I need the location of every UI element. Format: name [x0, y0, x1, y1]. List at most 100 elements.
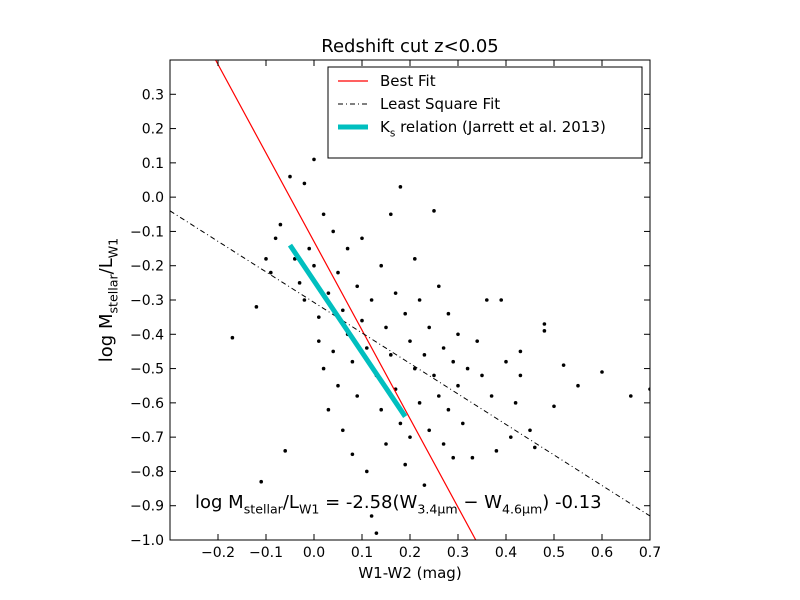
text-part: 4.6μm — [502, 501, 542, 516]
data-point — [437, 284, 441, 289]
text-part: K — [380, 118, 391, 136]
x-tick-label: 0.2 — [399, 545, 421, 561]
data-point — [331, 229, 336, 234]
data-point — [576, 383, 580, 388]
x-tick-label: −0.2 — [201, 545, 235, 561]
data-point — [389, 212, 393, 217]
data-point — [465, 366, 470, 371]
data-point — [326, 407, 331, 412]
y-tick-label: −1.0 — [130, 533, 164, 549]
data-point — [456, 332, 460, 337]
data-point — [379, 407, 384, 412]
text-part: log M — [96, 314, 117, 363]
data-point — [542, 329, 547, 333]
data-point — [446, 407, 451, 412]
text-part: = -2.58(W — [319, 492, 417, 513]
text-part: ) -0.13 — [542, 492, 601, 513]
text-part: − W — [458, 492, 503, 513]
x-tick-label: 0.5 — [543, 545, 565, 561]
data-point — [369, 514, 374, 518]
data-point — [499, 298, 504, 302]
data-point — [336, 383, 340, 388]
chart-title: Redshift cut z<0.05 — [321, 36, 498, 57]
data-point — [461, 421, 465, 426]
annotation: log Mstellar/LW1 = -2.58(W3.4μm − W4.6μm… — [195, 492, 602, 516]
legend: Best Fit Least Square Fit Ks relation (Jar… — [327, 66, 643, 159]
fit-line — [287, 243, 408, 418]
y-tick-label: −0.5 — [130, 362, 164, 378]
y-tick-label: −0.9 — [130, 499, 164, 515]
data-point — [384, 442, 388, 446]
data-point — [312, 263, 316, 268]
text-part: stellar — [105, 274, 120, 314]
data-point — [355, 284, 360, 289]
fit-line — [170, 210, 650, 517]
plot-marks — [170, 60, 650, 540]
data-point — [341, 428, 345, 433]
data-point — [451, 455, 456, 460]
data-point — [374, 531, 379, 535]
data-point — [288, 174, 292, 179]
data-point — [600, 370, 604, 374]
data-point — [336, 270, 340, 275]
data-point — [321, 366, 326, 371]
data-point — [417, 401, 422, 405]
data-point — [480, 373, 484, 378]
data-point — [398, 421, 403, 426]
x-tick-label: 0.3 — [447, 545, 469, 561]
data-point — [542, 322, 547, 326]
y-tick-label: −0.1 — [130, 224, 164, 240]
data-point — [365, 469, 369, 474]
data-point — [278, 222, 283, 227]
x-axis-label: W1-W2 (mag) — [358, 564, 461, 582]
data-point — [432, 209, 436, 213]
y-tick-label: −0.6 — [130, 396, 164, 412]
data-point — [345, 246, 350, 251]
legend-label: Ks relation (Jarrett et al. 2013) — [380, 118, 606, 140]
data-point — [475, 339, 480, 343]
data-point — [470, 455, 475, 460]
x-tick-label: −0.1 — [249, 545, 283, 561]
y-tick-label: 0.0 — [142, 190, 164, 206]
data-point — [317, 315, 321, 319]
text-part: s — [390, 128, 395, 140]
data-point — [393, 291, 398, 295]
x-tick-label: 0.7 — [639, 545, 661, 561]
data-point — [422, 483, 427, 487]
data-point — [302, 298, 307, 302]
data-point — [403, 311, 408, 316]
data-point — [355, 394, 360, 398]
text-part: /L — [96, 258, 117, 274]
legend-label: Least Square Fit — [380, 95, 500, 113]
data-point — [494, 449, 499, 453]
text-part: W1 — [299, 501, 319, 516]
data-point — [350, 359, 355, 364]
data-point — [427, 325, 432, 330]
y-tick-label: 0.2 — [142, 122, 164, 138]
data-point — [441, 442, 446, 446]
data-point — [321, 212, 326, 217]
data-point — [561, 363, 566, 367]
data-point — [326, 291, 331, 295]
data-point — [489, 394, 494, 398]
data-point — [408, 339, 412, 343]
data-point — [528, 428, 532, 433]
data-point — [331, 349, 336, 354]
data-point — [283, 449, 288, 453]
data-point — [432, 373, 436, 378]
x-tick-label: 0.6 — [591, 545, 613, 561]
data-point — [273, 236, 278, 241]
data-point — [509, 435, 513, 439]
data-point — [518, 349, 523, 354]
data-point — [341, 308, 345, 313]
data-point — [451, 359, 456, 364]
data-point — [230, 335, 235, 340]
text-part: W1 — [105, 238, 120, 258]
data-point — [427, 428, 432, 433]
data-point — [513, 401, 518, 405]
legend-box — [327, 66, 643, 159]
text-part: /L — [283, 492, 299, 513]
data-point — [389, 353, 393, 357]
data-point — [413, 257, 417, 261]
data-point — [485, 298, 489, 302]
